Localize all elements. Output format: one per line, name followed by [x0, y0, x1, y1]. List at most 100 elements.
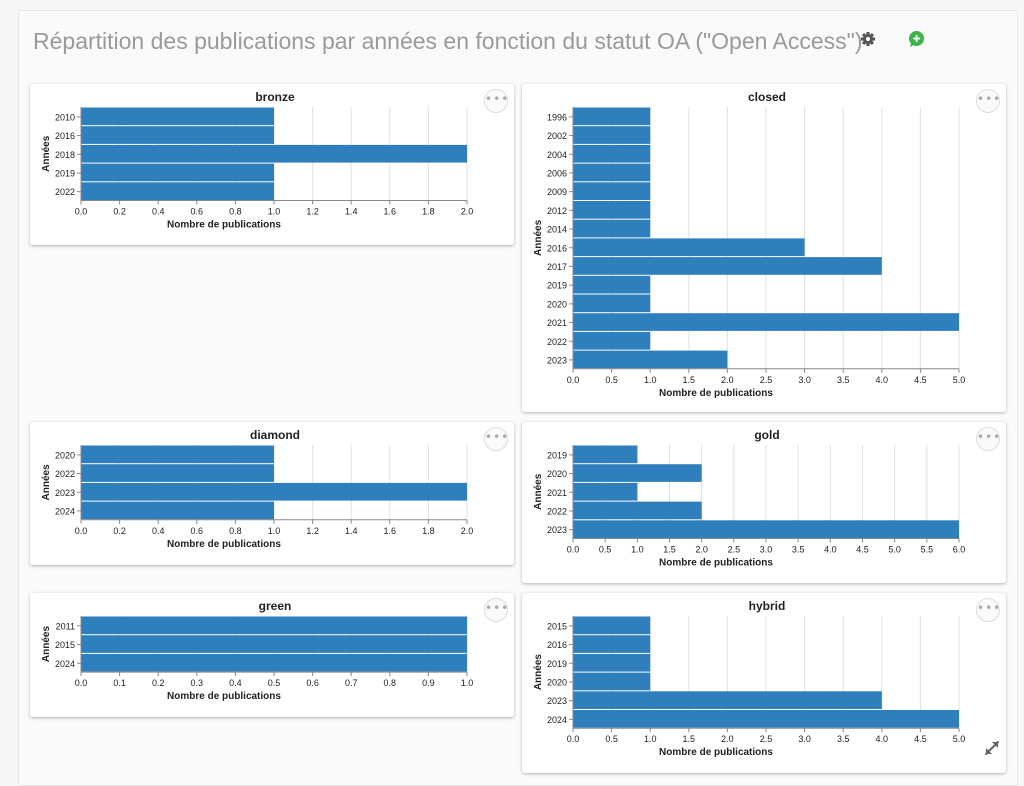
add-comment-icon[interactable]	[906, 29, 926, 49]
bar-2023[interactable]	[573, 691, 882, 709]
x-tick-label: 3.5	[837, 375, 850, 385]
x-tick-label: 2.0	[461, 207, 474, 217]
x-tick-label: 3.0	[798, 375, 811, 385]
chart-title: green	[259, 599, 292, 613]
y-tick-label: 2014	[547, 225, 567, 235]
y-tick-label: 2019	[547, 450, 567, 460]
y-tick-label: 2016	[55, 131, 75, 141]
x-tick-label: 1.8	[422, 526, 435, 536]
bar-2019[interactable]	[573, 653, 651, 672]
y-tick-label: 2016	[547, 640, 567, 650]
y-axis-title: Années	[533, 219, 544, 256]
x-tick-label: 0.5	[599, 545, 612, 555]
bar-2016[interactable]	[81, 126, 274, 144]
x-tick-label: 0.6	[191, 526, 204, 536]
bar-2024[interactable]	[573, 710, 959, 728]
y-axis-title: Années	[41, 626, 52, 663]
y-tick-label: 2024	[55, 659, 75, 669]
chart-title: gold	[754, 428, 779, 442]
bar-2023[interactable]	[81, 482, 467, 501]
x-tick-label: 1.4	[345, 207, 358, 217]
bar-2023[interactable]	[573, 520, 959, 538]
x-tick-label: 1.5	[663, 545, 676, 555]
x-tick-label: 6.0	[953, 545, 966, 555]
bar-2024[interactable]	[81, 501, 274, 520]
bar-2010[interactable]	[81, 107, 274, 126]
x-tick-label: 1.8	[422, 207, 435, 217]
bar-2019[interactable]	[573, 275, 651, 294]
bar-2019[interactable]	[81, 163, 274, 182]
chart-panel-closed: closed 1996 2002 2004 2006 2009 2012 2014 2016 20…	[522, 84, 1006, 412]
bar-2017[interactable]	[573, 257, 882, 275]
x-tick-label: 3.0	[760, 545, 773, 555]
bar-2020[interactable]	[81, 445, 274, 464]
chart-panel-bronze: bronze 2010 2016 2018 2019 2022 0.0 0.2 0.4 0.6 0.…	[30, 84, 514, 245]
x-axis-title: Nombre de publications	[659, 558, 773, 569]
bar-2004[interactable]	[573, 144, 651, 163]
y-tick-label: 2004	[547, 150, 567, 160]
bar-2022[interactable]	[573, 331, 651, 350]
bar-2014[interactable]	[573, 219, 651, 238]
bar-2009[interactable]	[573, 182, 651, 200]
y-tick-label: 1996	[547, 112, 567, 122]
x-tick-label: 0.7	[345, 678, 358, 688]
more-options-icon[interactable]: •••	[484, 427, 508, 451]
y-tick-label: 2022	[547, 337, 567, 347]
more-options-icon[interactable]: •••	[484, 598, 508, 622]
more-options-icon[interactable]: •••	[484, 89, 508, 113]
x-tick-label: 0.5	[268, 678, 281, 688]
bar-2016[interactable]	[573, 238, 805, 257]
y-axis-title: Années	[533, 654, 544, 691]
x-tick-label: 5.0	[888, 545, 901, 555]
y-tick-label: 2021	[547, 318, 567, 328]
gear-icon[interactable]	[858, 29, 878, 49]
bar-2019[interactable]	[573, 445, 638, 464]
x-tick-label: 0.3	[191, 678, 204, 688]
bar-2021[interactable]	[573, 482, 638, 501]
y-tick-label: 2022	[55, 469, 75, 479]
y-tick-label: 2020	[547, 469, 567, 479]
more-options-icon[interactable]: •••	[976, 89, 1000, 113]
bar-2022[interactable]	[573, 501, 702, 520]
y-tick-label: 2006	[547, 168, 567, 178]
x-tick-label: 0.6	[191, 207, 204, 217]
bar-2020[interactable]	[573, 294, 651, 313]
x-tick-label: 0.1	[113, 678, 126, 688]
x-tick-label: 2.0	[721, 375, 734, 385]
bar-2012[interactable]	[573, 201, 651, 219]
x-tick-label: 1.0	[268, 207, 281, 217]
bar-2015[interactable]	[573, 616, 651, 635]
bar-2020[interactable]	[573, 672, 651, 691]
more-options-icon[interactable]: •••	[976, 427, 1000, 451]
bar-2016[interactable]	[573, 635, 651, 653]
y-tick-label: 2024	[55, 506, 75, 516]
bar-2015[interactable]	[81, 635, 467, 653]
bar-2002[interactable]	[573, 126, 651, 144]
y-tick-label: 2015	[55, 640, 75, 650]
bar-2018[interactable]	[81, 144, 467, 163]
more-options-icon[interactable]: •••	[976, 598, 1000, 622]
x-tick-label: 0.0	[567, 734, 580, 744]
x-axis-title: Nombre de publications	[167, 220, 281, 231]
x-tick-label: 5.5	[921, 545, 934, 555]
bar-2023[interactable]	[573, 350, 728, 369]
x-tick-label: 0.5	[605, 734, 618, 744]
bar-2020[interactable]	[573, 464, 702, 482]
bar-2011[interactable]	[81, 616, 467, 635]
y-tick-label: 2021	[547, 488, 567, 498]
bar-2021[interactable]	[573, 313, 959, 331]
bar-2022[interactable]	[81, 464, 274, 482]
bar-2006[interactable]	[573, 163, 651, 182]
bar-2024[interactable]	[81, 653, 467, 672]
expand-icon[interactable]	[982, 738, 1002, 758]
x-axis-title: Nombre de publications	[167, 539, 281, 550]
x-tick-label: 4.5	[914, 734, 927, 744]
y-tick-label: 2018	[55, 150, 75, 160]
bar-1996[interactable]	[573, 107, 651, 126]
x-tick-label: 0.0	[75, 207, 88, 217]
x-tick-label: 0.4	[229, 678, 242, 688]
bar-2022[interactable]	[81, 182, 274, 200]
x-tick-label: 1.0	[631, 545, 644, 555]
